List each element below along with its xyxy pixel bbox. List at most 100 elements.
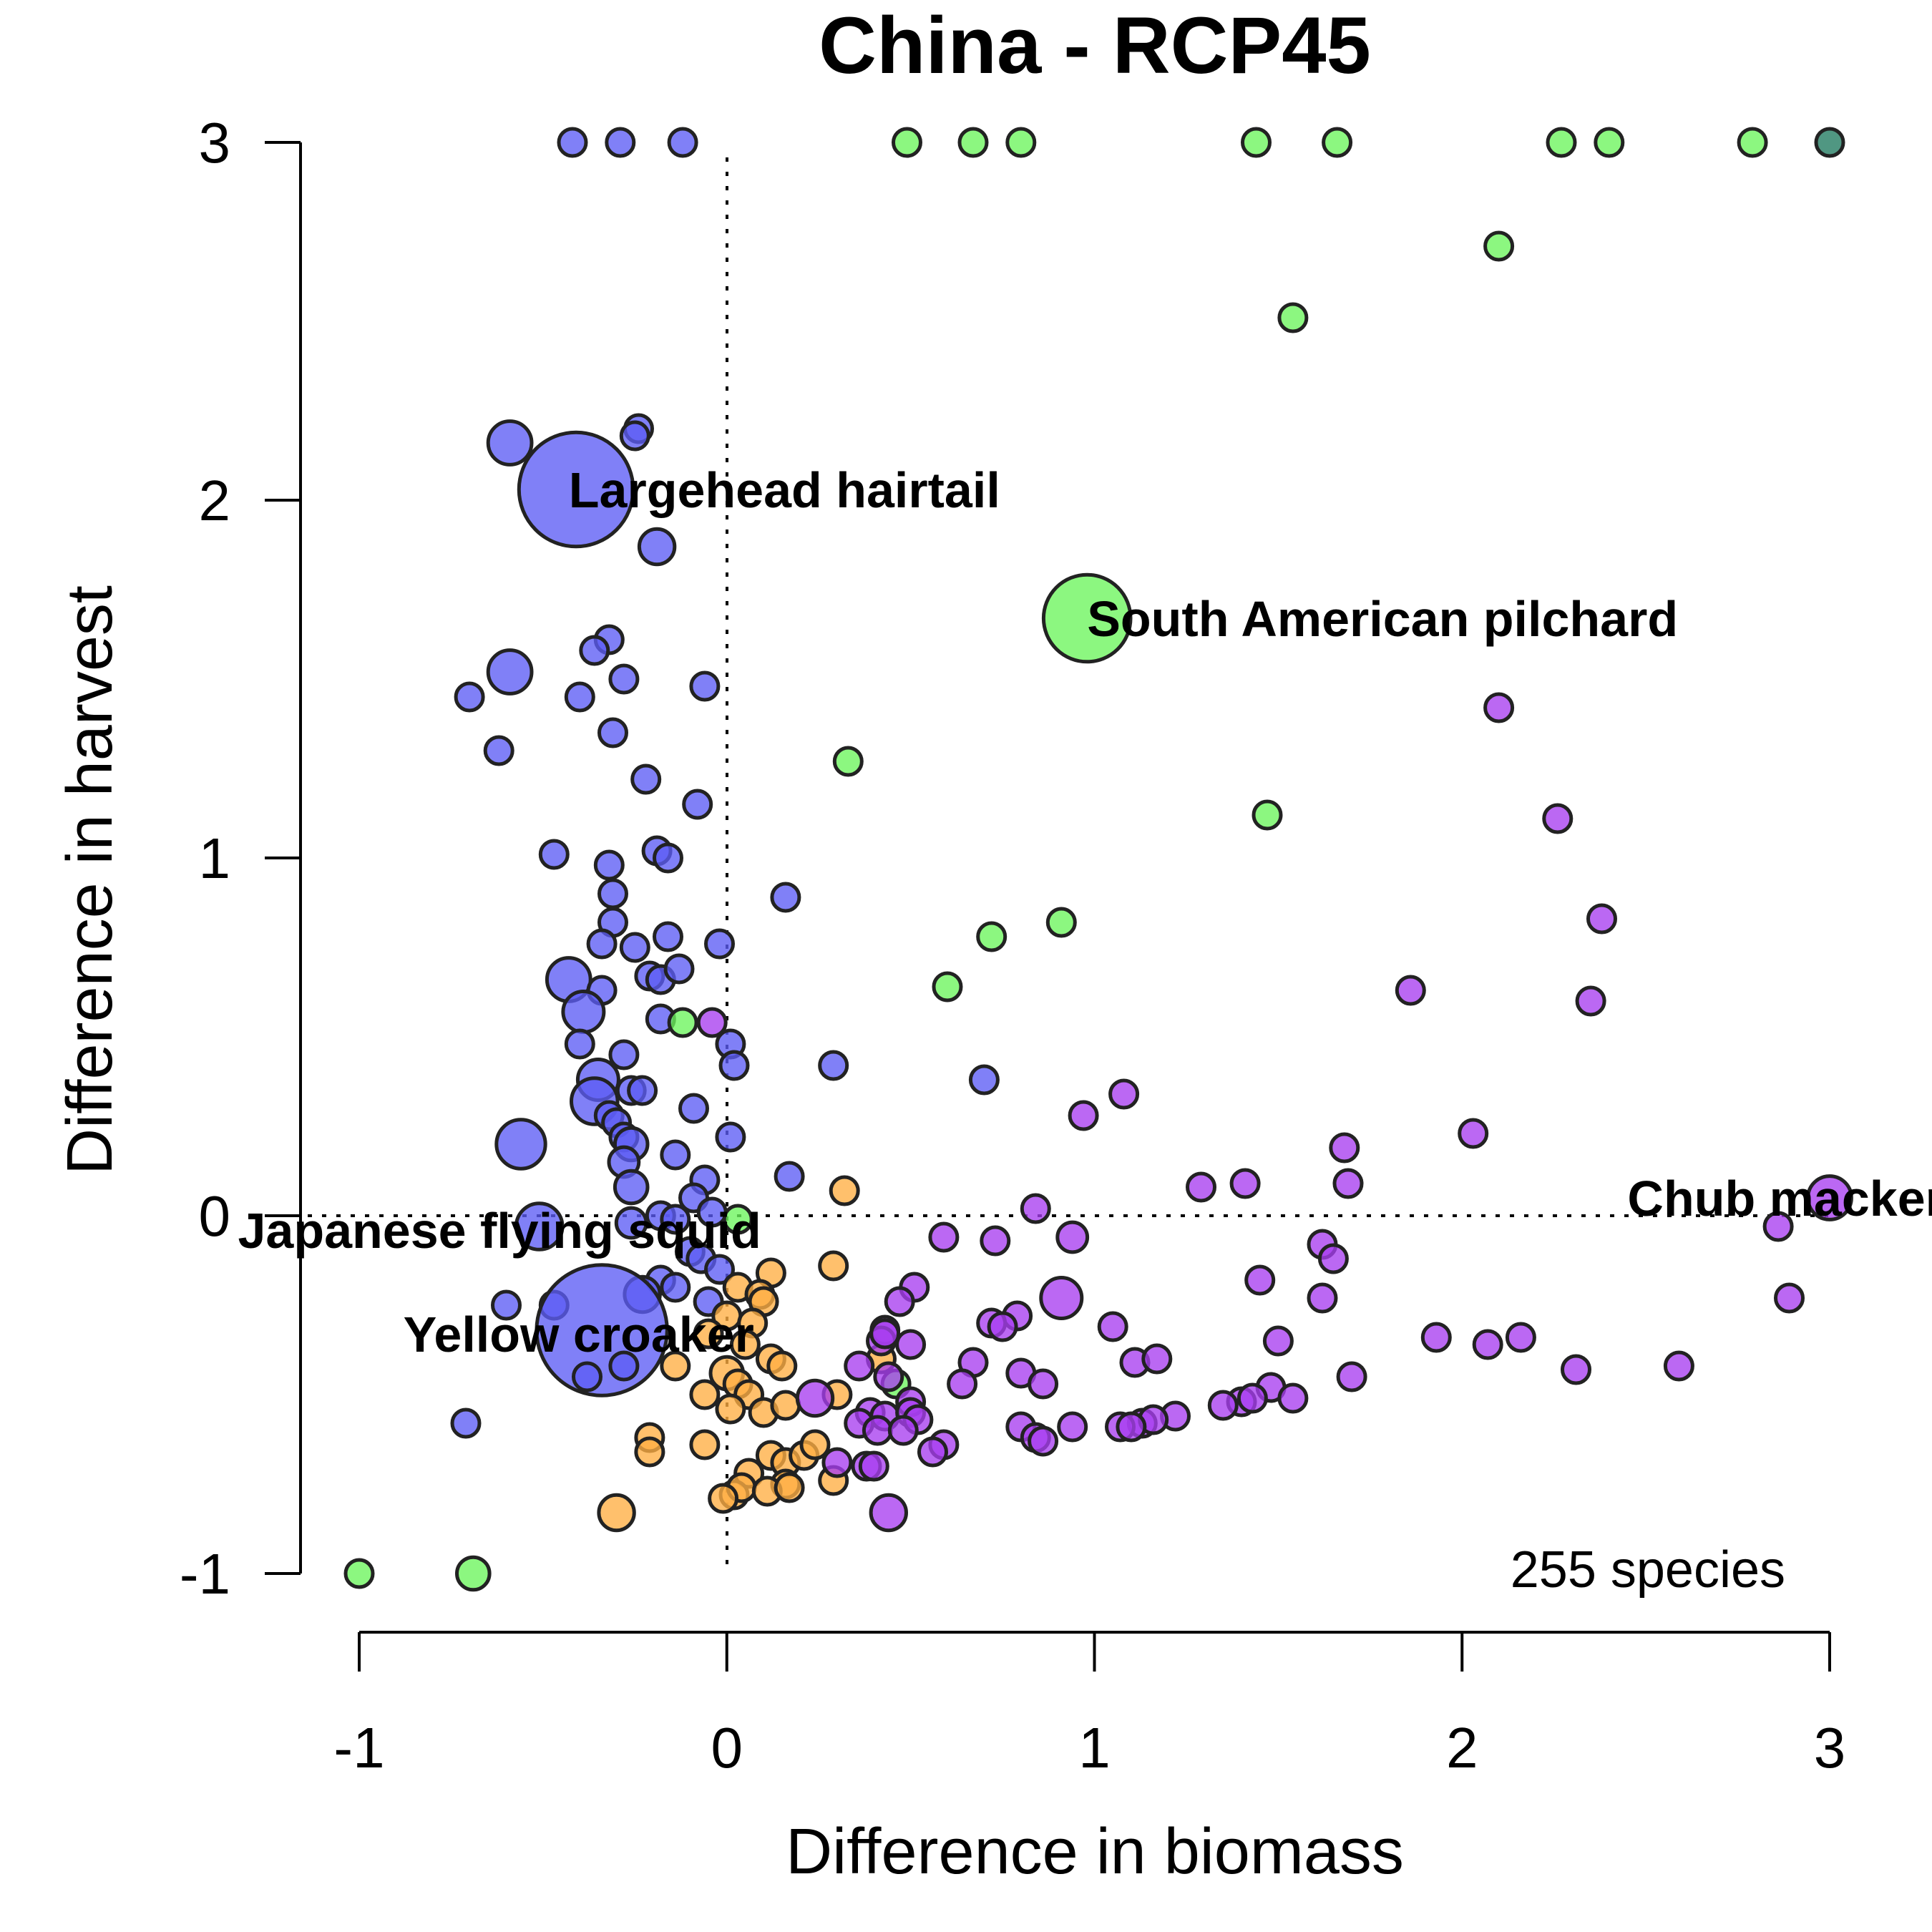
data-point-blue (572, 1361, 602, 1392)
data-point-blue (564, 1028, 595, 1060)
data-point-green (722, 1204, 753, 1235)
data-point-blue (968, 1064, 1000, 1096)
data-point-purple (862, 1415, 893, 1446)
data-point-green (1241, 127, 1272, 158)
data-point-blue (627, 1075, 658, 1106)
x-tick-label: 0 (711, 1716, 743, 1780)
data-point-blue (450, 1407, 482, 1439)
data-point-purple (1806, 1174, 1853, 1221)
data-point-purple (928, 1221, 960, 1253)
data-point-purple (1186, 1171, 1216, 1203)
data-point-purple (987, 1311, 1018, 1342)
data-point-green (667, 1007, 698, 1038)
data-point-orange (708, 1483, 739, 1514)
data-point-purple (858, 1450, 889, 1482)
data-point-blue (689, 670, 721, 702)
chart-title: China - RCP45 (819, 1, 1371, 90)
data-point-purple (1332, 1168, 1364, 1199)
data-point-purple (1420, 1322, 1452, 1353)
data-point-purple (1229, 1168, 1261, 1199)
data-point-blue (557, 127, 588, 158)
data-point-teal (1814, 127, 1845, 158)
data-point-blue (774, 1161, 805, 1192)
y-tick-label: -1 (180, 1542, 230, 1606)
data-point-purple (1116, 1411, 1147, 1443)
data-point-green (957, 127, 989, 158)
data-point-blue (678, 1093, 709, 1124)
data-point-purple (1236, 1382, 1268, 1414)
data-point-blue (517, 430, 635, 549)
data-point-purple (795, 1378, 835, 1418)
data-point-blue (597, 717, 628, 748)
data-point-purple (844, 1350, 875, 1382)
data-point-green (832, 746, 864, 777)
data-point-purple (1395, 975, 1426, 1006)
data-point-purple (1336, 1361, 1367, 1392)
y-tick-label: 1 (199, 826, 231, 890)
data-point-green (892, 127, 922, 158)
data-point-green (1005, 127, 1037, 158)
data-point-blue (704, 1254, 735, 1285)
data-point-blue (630, 763, 662, 795)
data-point-orange (689, 1429, 721, 1460)
data-point-blue (608, 1350, 640, 1382)
data-point-purple (869, 1318, 901, 1350)
species-label: Chub mackerel (1627, 1171, 1932, 1226)
data-point-purple (1028, 1425, 1059, 1457)
data-point-purple (1542, 803, 1574, 834)
y-axis-ticks: -1 0 1 2 3 (180, 111, 301, 1606)
data-point-purple (1575, 985, 1606, 1017)
x-axis-label: Difference in biomass (786, 1816, 1404, 1888)
data-point-blue (667, 127, 698, 158)
data-point-orange (693, 1318, 724, 1350)
data-point-orange (818, 1250, 849, 1282)
data-point-blue (660, 1272, 691, 1303)
data-point-blue (718, 1050, 750, 1081)
data-point-purple (873, 1361, 904, 1392)
x-tick-label: -1 (333, 1716, 384, 1780)
data-point-green (1594, 127, 1625, 158)
data-point-blue (605, 127, 636, 158)
data-point-purple (1141, 1343, 1173, 1375)
y-tick-label: 3 (199, 111, 231, 175)
data-point-orange (729, 1329, 761, 1360)
y-tick-label: 2 (199, 469, 231, 532)
data-point-purple (1774, 1282, 1805, 1314)
data-point-green (1737, 127, 1768, 158)
data-point-orange (597, 1493, 636, 1533)
data-point-blue (579, 635, 610, 666)
data-point-blue (613, 1169, 650, 1206)
data-point-blue (619, 932, 650, 963)
data-point-blue (660, 1204, 691, 1235)
y-tick-label: 0 (199, 1184, 231, 1248)
species-label: South American pilchard (1087, 591, 1678, 647)
data-point-blue (514, 1201, 565, 1252)
data-point-purple (1020, 1193, 1051, 1224)
data-point-purple (1207, 1390, 1239, 1421)
data-point-purple (1097, 1311, 1128, 1342)
data-point-green (1277, 302, 1309, 333)
data-point-purple (1329, 1132, 1360, 1163)
data-point-purple (917, 1436, 948, 1468)
data-point-purple (1505, 1322, 1536, 1353)
data-point-blue (704, 928, 735, 960)
species-labels: Largehead hairtail South American pilchar… (238, 462, 1932, 1362)
data-point-blue (653, 842, 683, 874)
data-point-blue (593, 849, 625, 881)
data-point-purple (884, 1286, 915, 1317)
data-point-blue (660, 1139, 691, 1171)
data-point-purple (1057, 1411, 1088, 1443)
data-point-green (932, 971, 963, 1002)
data-point-green (1322, 127, 1353, 158)
data-point-blue (561, 990, 606, 1034)
data-point-blue (715, 1121, 746, 1153)
data-point-orange (774, 1472, 805, 1503)
data-point-purple (1244, 1264, 1276, 1296)
x-axis-ticks: -1 0 1 2 3 (333, 1632, 1845, 1780)
data-point-purple (1663, 1350, 1694, 1382)
data-point-blue (483, 735, 514, 766)
data-point-blue (619, 420, 650, 452)
data-point-purple (1055, 1220, 1090, 1254)
